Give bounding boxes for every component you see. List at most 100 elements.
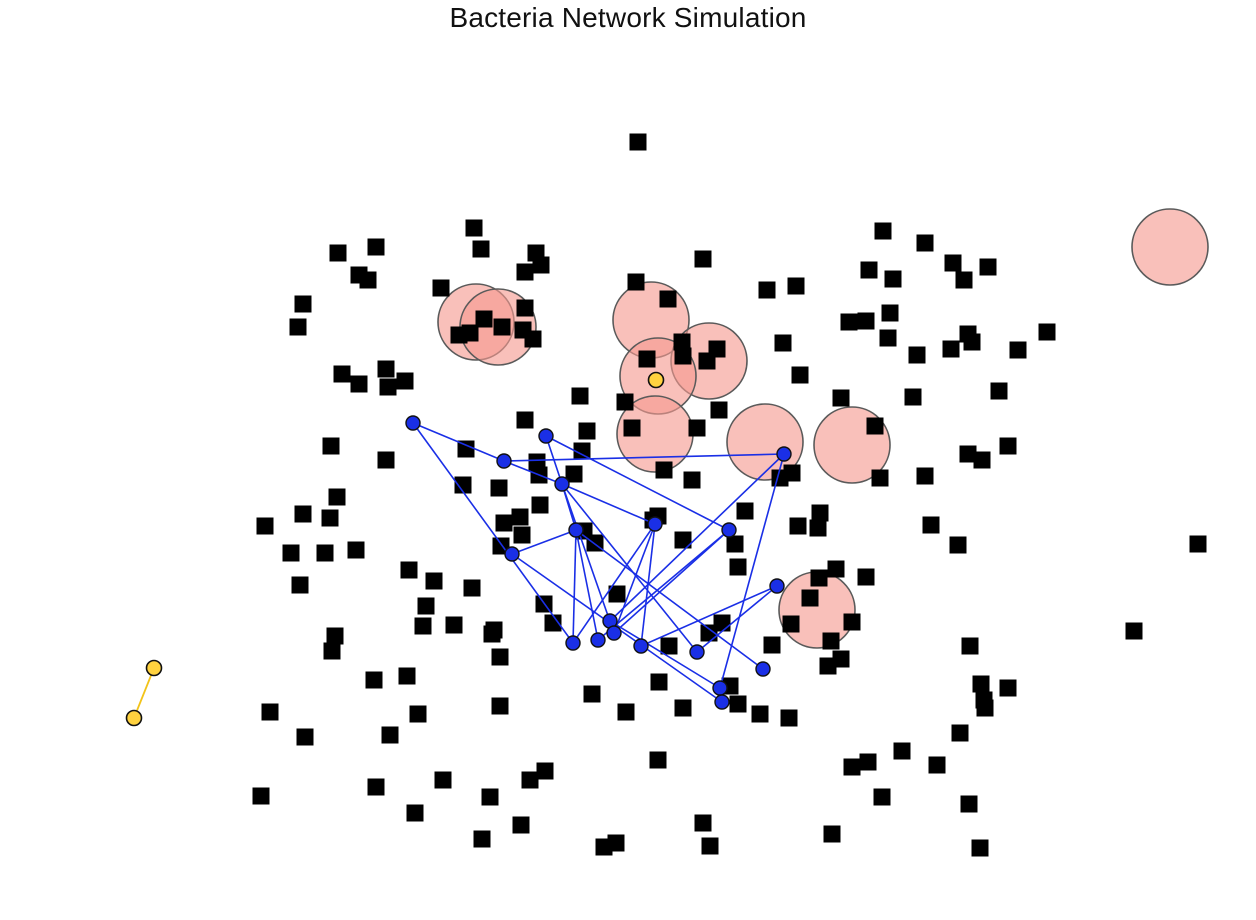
network-edge xyxy=(719,453,785,689)
food-particle xyxy=(516,263,534,281)
food-particle xyxy=(683,471,701,489)
food-particle xyxy=(999,437,1017,455)
food-particle xyxy=(674,699,692,717)
food-particle xyxy=(694,250,712,268)
food-particle xyxy=(350,375,368,393)
food-particle xyxy=(881,304,899,322)
food-particle xyxy=(252,787,270,805)
food-particle xyxy=(531,496,549,514)
food-particle xyxy=(819,657,837,675)
food-particle xyxy=(450,326,468,344)
food-particle xyxy=(481,788,499,806)
food-particle xyxy=(328,488,346,506)
isolated-bacterium xyxy=(145,659,163,677)
network-edge xyxy=(561,483,698,653)
food-particle xyxy=(832,389,850,407)
food-particle xyxy=(751,705,769,723)
food-particle xyxy=(961,637,979,655)
food-particle xyxy=(296,728,314,746)
food-particle xyxy=(959,445,977,463)
food-particle xyxy=(700,624,718,642)
food-particle xyxy=(623,419,641,437)
food-particle xyxy=(400,561,418,579)
food-particle xyxy=(333,365,351,383)
food-particle xyxy=(866,417,884,435)
food-particle xyxy=(1038,323,1056,341)
food-particle xyxy=(381,726,399,744)
food-particle xyxy=(976,699,994,717)
food-particle xyxy=(532,256,550,274)
food-particle xyxy=(583,685,601,703)
bacterium-node xyxy=(755,661,771,677)
food-particle xyxy=(528,453,546,471)
network-edge xyxy=(545,435,563,485)
network-edge xyxy=(503,453,785,462)
food-particle xyxy=(908,346,926,364)
food-particle xyxy=(789,517,807,535)
food-particle xyxy=(493,318,511,336)
food-particle xyxy=(417,597,435,615)
food-particle xyxy=(512,816,530,834)
food-particle xyxy=(616,393,634,411)
food-particle xyxy=(840,313,858,331)
food-particle xyxy=(843,613,861,631)
food-particle xyxy=(655,461,673,479)
food-particle xyxy=(454,476,472,494)
food-particle xyxy=(860,261,878,279)
bacterium-node xyxy=(504,546,520,562)
food-particle xyxy=(289,318,307,336)
bacterium-node xyxy=(714,694,730,710)
food-particle xyxy=(963,333,981,351)
food-particle xyxy=(674,531,692,549)
food-particle xyxy=(698,352,716,370)
food-particle xyxy=(578,422,596,440)
network-edge xyxy=(412,422,505,462)
food-particle xyxy=(511,508,529,526)
food-particle xyxy=(294,295,312,313)
food-particle xyxy=(261,703,279,721)
bacterium-node xyxy=(565,635,581,651)
food-particle xyxy=(475,310,493,328)
food-particle xyxy=(565,465,583,483)
food-particle xyxy=(627,273,645,291)
food-particle xyxy=(434,771,452,789)
food-particle xyxy=(973,451,991,469)
food-particle xyxy=(414,617,432,635)
food-particle xyxy=(524,330,542,348)
food-particle xyxy=(291,576,309,594)
food-particle xyxy=(916,234,934,252)
network-edge xyxy=(609,620,721,689)
food-particle xyxy=(638,350,656,368)
food-particle xyxy=(377,360,395,378)
food-particle xyxy=(377,451,395,469)
food-particle xyxy=(951,724,969,742)
network-edge xyxy=(561,483,615,634)
bacterium-node xyxy=(590,632,606,648)
food-particle xyxy=(873,788,891,806)
food-particle xyxy=(791,366,809,384)
food-particle xyxy=(822,632,840,650)
food-particle xyxy=(823,825,841,843)
food-particle xyxy=(396,372,414,390)
food-particle xyxy=(787,277,805,295)
food-particle xyxy=(1009,341,1027,359)
food-particle xyxy=(843,758,861,776)
food-particle xyxy=(322,437,340,455)
food-particle xyxy=(516,299,534,317)
food-particle xyxy=(832,650,850,668)
food-particle xyxy=(955,271,973,289)
nodes-layer xyxy=(125,371,792,727)
food-particle xyxy=(774,334,792,352)
food-particle xyxy=(294,505,312,523)
food-particle xyxy=(694,814,712,832)
food-particle xyxy=(516,411,534,429)
food-particle xyxy=(874,222,892,240)
page-title: Bacteria Network Simulation xyxy=(449,2,807,33)
food-particle xyxy=(617,703,635,721)
food-particle xyxy=(729,695,747,713)
bacterium-node xyxy=(606,625,622,641)
food-particle xyxy=(629,133,647,151)
food-particle xyxy=(857,312,875,330)
food-particle xyxy=(801,589,819,607)
bacterium-node xyxy=(633,638,649,654)
